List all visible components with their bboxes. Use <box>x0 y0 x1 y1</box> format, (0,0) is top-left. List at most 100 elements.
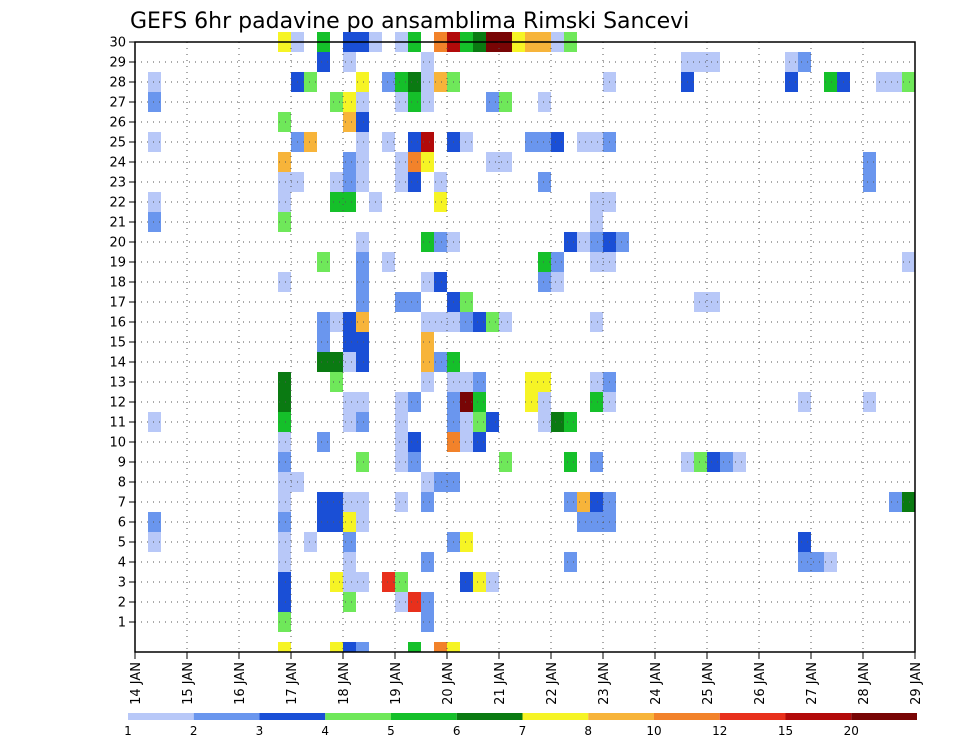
colorbar-label: 8 <box>584 724 592 738</box>
heatmap-cell <box>330 512 343 532</box>
colorbar-swatch <box>259 713 326 720</box>
heatmap-cell <box>421 372 434 392</box>
heatmap-cell <box>694 452 707 472</box>
x-tick-label: 27 JAN <box>805 662 820 705</box>
heatmap-cell <box>343 172 356 192</box>
y-tick-label: 15 <box>109 336 126 351</box>
x-tick-label: 16 JAN <box>233 662 248 705</box>
x-tick-label: 23 JAN <box>597 662 612 705</box>
heatmap-cell <box>148 132 161 152</box>
x-tick-label: 21 JAN <box>493 662 508 705</box>
heatmap-cell <box>902 492 915 512</box>
heatmap-cell <box>694 52 707 72</box>
heatmap-cell <box>343 512 356 532</box>
colorbar: 1 2 3 4 5 6 7 8 10 12 15 20 <box>124 713 917 738</box>
heatmap-cell <box>343 352 356 372</box>
heatmap-cell <box>395 72 408 92</box>
heatmap-cell <box>798 392 811 412</box>
heatmap-cell <box>421 72 434 92</box>
heatmap-cell <box>395 292 408 312</box>
heatmap-cell <box>317 432 330 452</box>
heatmap-cell <box>356 232 369 252</box>
heatmap-cell <box>278 532 291 552</box>
heatmap-cell <box>590 492 603 512</box>
y-tick-label: 4 <box>118 556 126 571</box>
colorbar-swatch <box>456 713 523 720</box>
y-tick-label: 7 <box>118 496 126 511</box>
heatmap-cell <box>356 332 369 352</box>
heatmap-cell <box>564 552 577 572</box>
y-tick-label: 22 <box>109 196 126 211</box>
colorbar-label: 7 <box>519 724 527 738</box>
heatmap-cell <box>330 172 343 192</box>
heatmap-cell <box>278 272 291 292</box>
heatmap-cell <box>356 172 369 192</box>
heatmap-cell <box>707 292 720 312</box>
heatmap-cell <box>278 172 291 192</box>
y-tick-label: 2 <box>118 596 126 611</box>
x-tick-label: 29 JAN <box>909 662 924 705</box>
heatmap-cell <box>863 392 876 412</box>
heatmap-cell <box>408 152 421 172</box>
heatmap-cell <box>551 252 564 272</box>
y-tick-label: 17 <box>109 296 126 311</box>
heatmap-cell <box>785 52 798 72</box>
heatmap-cell <box>460 532 473 552</box>
x-tick-label: 15 JAN <box>181 662 196 705</box>
y-tick-label: 11 <box>109 416 126 431</box>
heatmap-cell <box>421 352 434 372</box>
heatmap-cell <box>460 432 473 452</box>
heatmap-cell <box>356 272 369 292</box>
heatmap-cell <box>317 512 330 532</box>
heatmap-cell <box>343 412 356 432</box>
heatmap-cell <box>356 312 369 332</box>
heatmap-cell <box>720 452 733 472</box>
heatmap-cell <box>356 112 369 132</box>
heatmap-cell <box>278 612 291 632</box>
colorbar-label: 5 <box>387 724 395 738</box>
x-tick-label: 14 JAN <box>129 662 144 705</box>
colorbar-swatch <box>522 713 589 720</box>
x-tick-label: 20 JAN <box>441 662 456 705</box>
heatmap-cell <box>317 352 330 372</box>
heatmap-cell <box>564 412 577 432</box>
chart-title: GEFS 6hr padavine po ansamblima Rimski S… <box>130 9 689 34</box>
heatmap-cell <box>798 52 811 72</box>
heatmap-cell <box>421 312 434 332</box>
heatmap-cell <box>590 212 603 232</box>
heatmap-cell <box>434 172 447 192</box>
heatmap-cell <box>434 642 447 652</box>
heatmap-cell <box>395 572 408 592</box>
heatmap-cell <box>538 172 551 192</box>
heatmap-cell <box>278 492 291 512</box>
heatmap-cell <box>577 132 590 152</box>
heatmap-cell <box>538 272 551 292</box>
colorbar-swatch <box>325 713 391 720</box>
heatmap-cell <box>278 412 291 432</box>
y-tick-label: 16 <box>109 316 126 331</box>
heatmap-cell <box>499 152 512 172</box>
heatmap-cell <box>356 252 369 272</box>
heatmap-cell <box>460 412 473 432</box>
colorbar-label: 2 <box>190 724 198 738</box>
colorbar-label: 1 <box>124 724 132 738</box>
heatmap-cell <box>408 292 421 312</box>
grid-lines <box>135 41 915 652</box>
heatmap-cell <box>460 132 473 152</box>
heatmap-cell <box>304 72 317 92</box>
heatmap-cell <box>278 642 291 652</box>
heatmap-cell <box>889 492 902 512</box>
heatmap-cell <box>486 152 499 172</box>
colorbar-swatch <box>128 713 194 720</box>
heatmap-cell <box>863 152 876 172</box>
heatmap-cell <box>343 392 356 412</box>
heatmap-cell <box>460 372 473 392</box>
heatmap-cell <box>278 512 291 532</box>
x-tick-label: 19 JAN <box>389 662 404 705</box>
y-tick-label: 5 <box>118 536 126 551</box>
y-tick-label: 13 <box>109 376 126 391</box>
y-tick-label: 19 <box>109 256 126 271</box>
heatmap-cell <box>330 192 343 212</box>
heatmap-cell <box>694 292 707 312</box>
colorbar-label: 6 <box>453 724 461 738</box>
